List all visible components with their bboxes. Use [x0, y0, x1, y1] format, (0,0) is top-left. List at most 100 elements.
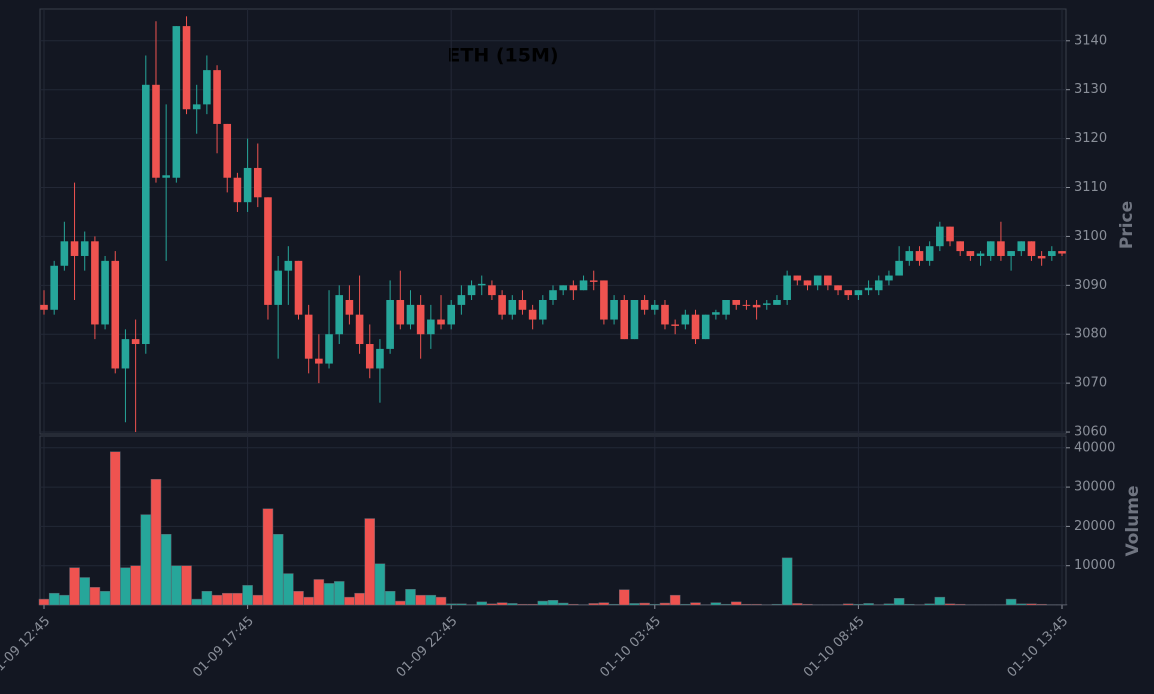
volume-bar [262, 508, 274, 606]
candle-body [131, 339, 140, 345]
candle-body [824, 275, 832, 286]
volume-bar [659, 602, 671, 606]
volume-bar [883, 603, 895, 606]
volume-bar [792, 603, 803, 606]
candle-body [233, 177, 242, 203]
candle-body [457, 295, 466, 305]
candle-body [365, 344, 374, 369]
candle-body [742, 304, 751, 306]
candle-body [1058, 251, 1066, 254]
candle-body [559, 285, 567, 291]
candle-body [1007, 251, 1015, 256]
volume-bar [333, 581, 345, 606]
volume-bar [344, 596, 355, 606]
candle-body [274, 270, 282, 305]
candle-body [793, 275, 802, 281]
volume-bar [293, 590, 304, 606]
volume-bar [150, 478, 162, 606]
volume-bar [130, 565, 141, 606]
volume-bar [629, 603, 640, 606]
candle-body [895, 260, 903, 276]
volume-bar [781, 557, 793, 606]
candle-body [203, 70, 211, 105]
volume-bar [1005, 598, 1017, 606]
volume-bar [893, 598, 905, 606]
volume-bar [232, 592, 243, 606]
candle-body [1048, 251, 1056, 256]
volume-bar [954, 603, 966, 606]
volume-bar [384, 590, 396, 606]
candle-body [620, 299, 629, 340]
candle-body [915, 251, 924, 261]
volume-bar [1036, 603, 1047, 606]
volume-bar [690, 602, 701, 606]
candle-body [416, 304, 425, 335]
candle-body [447, 304, 455, 325]
volume-bar [557, 602, 569, 606]
volume-bar [456, 603, 467, 606]
candle-body [946, 226, 954, 242]
volume-bar [751, 603, 762, 606]
candle-body [355, 314, 364, 345]
y-tick-label: 3100 [1074, 229, 1107, 244]
volume-bar [588, 603, 599, 606]
candle-body [762, 303, 771, 305]
volume-bar [181, 565, 192, 606]
volume-bar [537, 600, 549, 606]
candle-body [488, 285, 496, 296]
volume-bar [445, 603, 457, 606]
volume-bar [842, 603, 854, 606]
candle-body [1037, 255, 1046, 259]
candle-body [1017, 241, 1026, 252]
candle-body [223, 123, 232, 178]
volume-bar [507, 603, 518, 606]
candle-body [671, 324, 679, 326]
volume-bar [38, 598, 50, 606]
volume-bar [374, 563, 386, 606]
candle-body [885, 275, 893, 281]
volume-bar [354, 592, 365, 606]
volume-bar [649, 603, 661, 606]
volume-bar [191, 598, 202, 606]
candle-body [997, 241, 1005, 256]
y-tick-label: 3080 [1074, 327, 1107, 342]
volume-bar [415, 594, 426, 606]
volume-tick-label: 40000 [1074, 440, 1115, 455]
candle-body [172, 26, 181, 178]
candle-body [142, 84, 150, 345]
volume-bar [211, 594, 223, 606]
candle-body [752, 304, 761, 308]
candle-body [325, 334, 333, 364]
candle-body [630, 299, 639, 340]
candle-body [773, 299, 781, 305]
volume-tick-label: 10000 [1074, 558, 1115, 573]
chart-title: ETH (15M) [447, 45, 558, 67]
volume-bar [242, 585, 253, 606]
volume-bar [517, 603, 528, 606]
x-tick-label: 01-09 12:45 [0, 614, 53, 681]
candle-body [406, 304, 415, 325]
volume-bar [283, 573, 294, 606]
volume-bar [547, 600, 559, 606]
x-tick-label: 01-10 03:45 [597, 614, 664, 681]
volume-bar [680, 603, 691, 606]
candle-body [661, 304, 669, 325]
candle-body [182, 26, 191, 110]
volume-bar [252, 594, 264, 606]
candle-body [1027, 241, 1036, 256]
candle-body [253, 167, 262, 198]
volume-bar [69, 567, 80, 606]
volume-bar [89, 587, 101, 606]
volume-bar [323, 583, 335, 606]
candle-body [783, 275, 791, 300]
volume-bar [272, 534, 284, 606]
volume-axis-label: Volume [1123, 485, 1143, 556]
volume-bar [730, 601, 742, 606]
candle-body [640, 299, 649, 310]
candle-body [152, 84, 160, 178]
volume-bar [853, 603, 864, 606]
candle-body [101, 260, 109, 325]
volume-bar [171, 565, 182, 606]
candle-body [610, 299, 618, 320]
candle-body [813, 275, 822, 286]
